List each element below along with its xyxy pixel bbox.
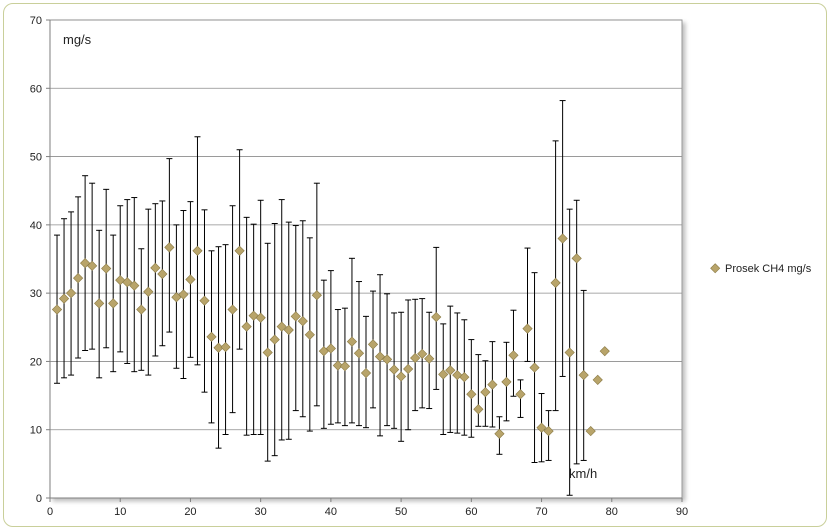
data-point — [543, 425, 554, 437]
data-point — [360, 367, 372, 379]
x-axis-unit-label: km/h — [569, 466, 597, 481]
x-tick-label: 60 — [465, 506, 477, 518]
data-point — [94, 298, 105, 309]
y-tick-label: 30 — [30, 288, 42, 300]
data-point — [185, 274, 196, 285]
data-point — [199, 295, 210, 306]
data-point — [438, 369, 449, 380]
legend-marker — [710, 263, 721, 274]
data-point — [255, 312, 266, 323]
data-point — [346, 336, 358, 347]
data-point — [339, 361, 351, 372]
data-point — [297, 316, 308, 327]
data-point — [58, 293, 70, 304]
x-tick-label: 10 — [114, 506, 126, 518]
data-point — [122, 277, 133, 288]
data-point — [501, 376, 512, 388]
y-tick-label: 40 — [30, 220, 42, 232]
data-point — [290, 311, 301, 322]
data-point — [108, 298, 119, 309]
data-point — [101, 263, 112, 274]
data-point — [403, 363, 414, 375]
data-point — [178, 289, 189, 300]
data-point — [192, 245, 203, 256]
data-point — [571, 253, 582, 264]
data-point — [431, 311, 442, 323]
data-point — [585, 425, 596, 437]
y-tick-label: 20 — [30, 356, 42, 368]
data-points — [51, 233, 610, 439]
data-point — [143, 286, 154, 297]
data-point — [276, 321, 287, 332]
x-tick-label: 30 — [255, 506, 267, 518]
data-point — [487, 379, 498, 390]
data-point — [213, 342, 224, 353]
data-point — [459, 372, 470, 383]
legend: Prosek CH4 mg/s — [710, 263, 812, 275]
axes — [46, 19, 683, 502]
data-point — [241, 321, 252, 332]
x-tick-label: 0 — [47, 506, 53, 518]
x-tick-label: 90 — [676, 506, 688, 518]
data-point — [72, 273, 84, 284]
y-tick-label: 70 — [30, 15, 42, 27]
data-point — [494, 428, 505, 439]
data-point — [150, 262, 161, 273]
data-point — [157, 268, 168, 280]
data-point — [227, 304, 238, 315]
data-point — [578, 369, 589, 381]
x-tick-label: 40 — [325, 506, 337, 518]
data-point — [367, 339, 379, 350]
data-point — [129, 280, 140, 291]
data-point — [529, 362, 540, 373]
data-point — [550, 277, 561, 288]
data-point — [592, 374, 603, 385]
data-point — [87, 260, 98, 271]
data-point — [51, 304, 63, 315]
data-point — [473, 404, 484, 415]
data-point — [424, 353, 435, 364]
x-tick-label: 20 — [184, 506, 196, 518]
y-tick-label: 10 — [30, 425, 42, 437]
y-tick-label: 50 — [30, 152, 42, 164]
legend-label: Prosek CH4 mg/s — [725, 263, 812, 275]
data-point — [466, 389, 477, 400]
y-tick-label: 0 — [36, 493, 42, 505]
data-point — [410, 352, 421, 364]
data-point — [325, 343, 336, 354]
data-point — [515, 389, 526, 400]
data-point — [283, 324, 294, 336]
y-axis-unit-label: mg/s — [63, 32, 92, 47]
data-point — [417, 348, 428, 360]
data-point — [206, 331, 217, 342]
data-point — [164, 242, 175, 253]
data-point — [381, 354, 393, 365]
data-point — [304, 329, 315, 340]
data-point — [262, 347, 273, 358]
data-point — [234, 245, 245, 256]
data-point — [65, 288, 77, 299]
x-tick-label: 70 — [535, 506, 547, 518]
data-point — [445, 365, 456, 376]
x-tick-label: 50 — [395, 506, 407, 518]
data-point — [599, 346, 610, 357]
tick-labels: 0 10 20 30 40 50 60 70 0 10 20 30 40 50 60 70 80 90 — [30, 15, 688, 518]
data-point — [332, 360, 344, 371]
data-point — [480, 387, 491, 398]
x-tick-label: 80 — [606, 506, 618, 518]
data-point — [311, 290, 322, 301]
data-point — [220, 341, 231, 353]
data-point — [536, 422, 547, 433]
data-point — [557, 233, 568, 244]
data-point — [388, 364, 400, 375]
data-point — [136, 304, 147, 315]
data-point — [564, 347, 575, 358]
data-point — [522, 323, 533, 334]
data-point — [269, 334, 280, 345]
y-tick-label: 60 — [30, 83, 42, 95]
data-point — [353, 348, 365, 359]
data-point — [508, 350, 519, 361]
data-point — [396, 371, 407, 382]
